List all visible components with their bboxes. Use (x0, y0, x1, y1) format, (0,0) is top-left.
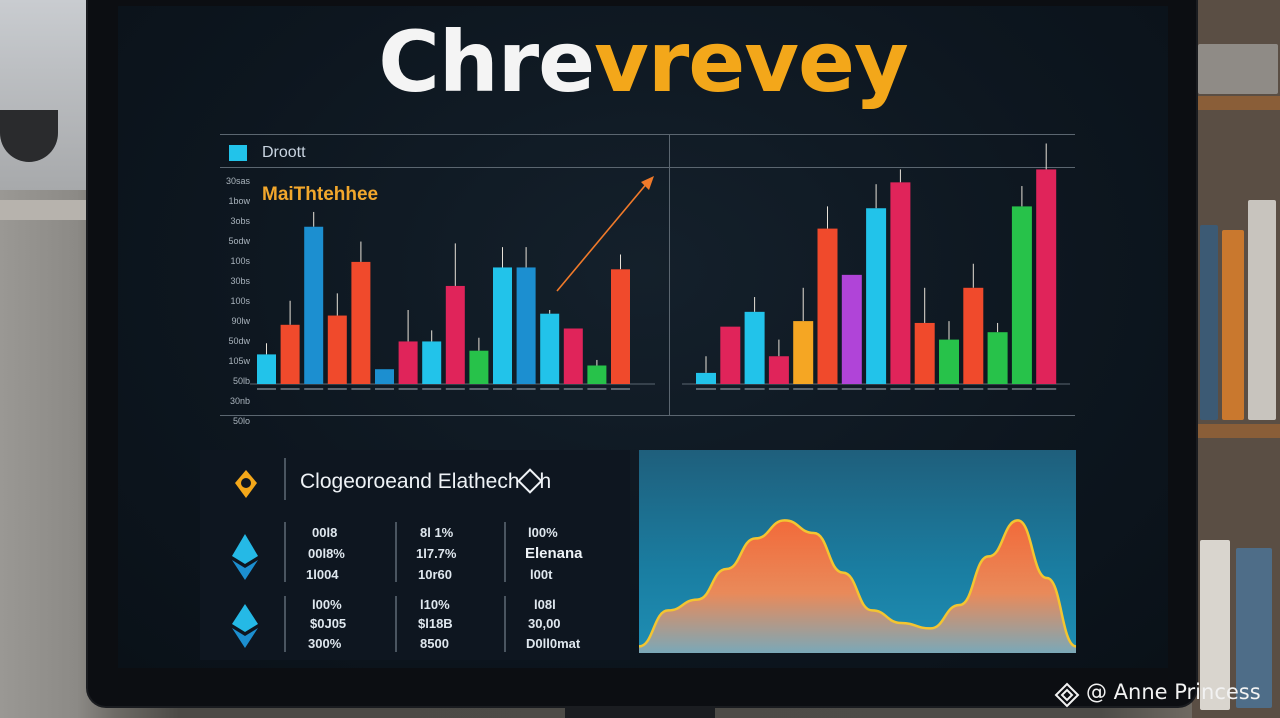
y-tick-label: 30nb (229, 396, 250, 406)
ethereum-diamond-icon (232, 534, 258, 580)
chart-frame-bottom (220, 415, 1075, 416)
legend-swatch (229, 145, 247, 161)
y-tick-label: 30sas (225, 176, 250, 186)
book (1200, 540, 1230, 710)
legend-label: Droott (262, 144, 306, 161)
diamond-pin-icon (516, 468, 543, 494)
y-tick-label: 100s (230, 296, 250, 306)
y-tick-label: 100s (230, 256, 250, 266)
watermark-text: @ Anne Princess (1086, 680, 1261, 704)
y-tick-label: 50dw (228, 336, 250, 346)
stat-value: 30,00 (528, 616, 561, 631)
stat-value: l00% (312, 597, 342, 612)
window-light (0, 0, 92, 190)
binance-diamond-icon (1054, 682, 1080, 708)
stats-panel (200, 450, 630, 660)
monitor-stand (565, 706, 715, 718)
desk-lamp (0, 110, 58, 162)
left-shelf (0, 200, 92, 220)
stat-value: 8500 (420, 636, 449, 651)
y-tick-label: 50lo (232, 416, 250, 426)
stats-separator (284, 522, 286, 582)
app-title-white: Chre (378, 13, 595, 111)
stat-value: 00l8% (308, 546, 345, 561)
chart-frame-header-line (220, 167, 1075, 168)
area-line (638, 519, 1077, 648)
stat-value: D0ll0mat (526, 636, 581, 651)
stat-value: 300% (308, 636, 342, 651)
y-tick-label: 3obs (230, 216, 250, 226)
area-fill (639, 520, 1076, 653)
y-tick-label: 105w (228, 356, 250, 366)
book (1200, 225, 1218, 420)
chart-subtitle: MaiThtehhee (262, 184, 379, 205)
chart-frame-top (220, 134, 1075, 135)
shelf-board (1192, 424, 1280, 438)
chart-divider (669, 134, 670, 415)
book (1198, 44, 1278, 94)
y-tick-label: 50lb (232, 376, 250, 386)
panel-title: Clogeoroeand Elathech h (300, 468, 552, 494)
stat-value: 1l004 (306, 567, 339, 582)
stats-separator (504, 596, 506, 652)
stat-value: $l18B (418, 616, 453, 631)
area-chart-panel (638, 450, 1077, 653)
stat-value: 8l 1% (420, 525, 454, 540)
y-tick-label: 30bs (230, 276, 250, 286)
stat-value: l00t (530, 567, 553, 582)
stat-value: l00% (528, 525, 558, 540)
y-tick-label: 1bow (228, 196, 250, 206)
stats-separator (504, 522, 506, 582)
y-tick-label: 90lw (231, 316, 250, 326)
stat-value: $0J05 (310, 616, 347, 631)
panel-title-text: Clogeoroeand Elathech (300, 470, 520, 493)
ethereum-diamond-icon (232, 604, 258, 648)
book (1248, 200, 1276, 420)
stats-separator (284, 596, 286, 652)
y-tick-label: 5odw (228, 236, 250, 246)
stat-label: Elenana (525, 545, 583, 562)
shelf-board (1192, 96, 1280, 110)
stat-value: 00l8 (312, 525, 338, 540)
app-title: Chrevrevey (118, 20, 1168, 104)
stats-separator (395, 596, 397, 652)
app-title-orange: vrevey (594, 13, 909, 111)
stat-value: 1l7.7% (416, 546, 457, 561)
panel-title-tail: h (539, 470, 552, 493)
stats-separator (395, 522, 397, 582)
book (1222, 230, 1244, 420)
pin-location-icon (235, 470, 257, 498)
stat-value: 10r60 (418, 567, 452, 582)
stat-value: l08l (534, 597, 556, 612)
panel-separator (284, 458, 286, 500)
area-chart-svg (638, 519, 1077, 653)
stat-value: l10% (420, 597, 450, 612)
book (1236, 548, 1272, 708)
